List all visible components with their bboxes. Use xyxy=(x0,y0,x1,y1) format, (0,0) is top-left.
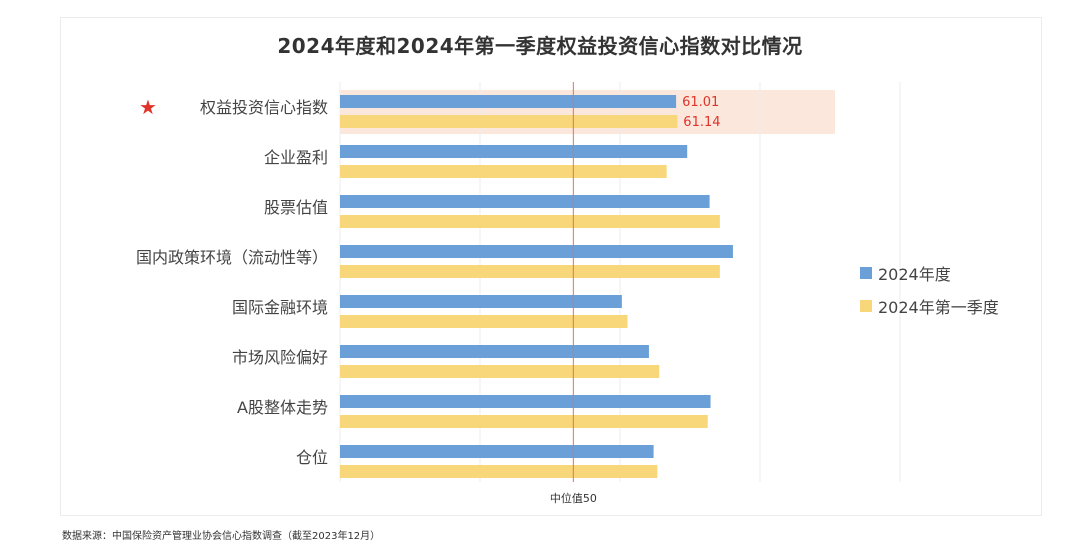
category-label: 国内政策环境（流动性等） xyxy=(136,248,328,267)
bar-q1 xyxy=(340,365,660,378)
bar-q1 xyxy=(340,315,628,328)
median-label: 中位值50 xyxy=(550,491,597,505)
bar-q1 xyxy=(340,115,678,128)
category-label: 市场风险偏好 xyxy=(232,348,328,367)
bar-q1 xyxy=(340,165,667,178)
category-label: 国际金融环境 xyxy=(232,298,328,317)
legend-swatch-annual xyxy=(860,266,872,279)
bar-q1 xyxy=(340,265,720,278)
chart-title: 2024年度和2024年第一季度权益投资信心指数对比情况 xyxy=(277,34,803,58)
legend-label-annual: 2024年度 xyxy=(878,264,951,284)
data-label: 61.01 xyxy=(682,95,719,110)
bar-annual xyxy=(340,195,710,208)
bar-q1 xyxy=(340,415,708,428)
data-label: 61.14 xyxy=(683,115,720,130)
legend: 2024年度 2024年第一季度 xyxy=(860,256,999,322)
category-label: 企业盈利 xyxy=(264,148,328,167)
category-label: 权益投资信心指数 xyxy=(200,98,328,117)
legend-item-q1[interactable]: 2024年第一季度 xyxy=(860,289,999,322)
legend-item-annual[interactable]: 2024年度 xyxy=(860,256,999,289)
bar-annual xyxy=(340,295,622,308)
bar-annual xyxy=(340,145,688,158)
bar-q1 xyxy=(340,215,720,228)
data-source-note: 数据来源：中国保险资产管理业协会信心指数调查（截至2023年12月） xyxy=(62,531,381,542)
bar-annual xyxy=(340,245,733,258)
bar-annual xyxy=(340,345,649,358)
bar-annual xyxy=(340,395,711,408)
bar-annual xyxy=(340,445,654,458)
category-label: A股整体走势 xyxy=(237,398,328,417)
star-icon: ★ xyxy=(139,95,157,119)
bar-q1 xyxy=(340,465,658,478)
bar-annual xyxy=(340,95,677,108)
legend-label-q1: 2024年第一季度 xyxy=(878,297,999,317)
category-label: 股票估值 xyxy=(264,198,328,217)
legend-swatch-q1 xyxy=(860,299,872,312)
category-label: 仓位 xyxy=(296,448,328,467)
